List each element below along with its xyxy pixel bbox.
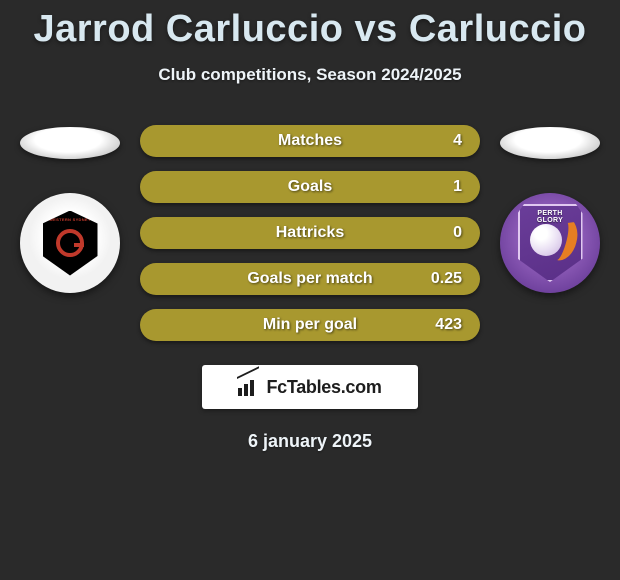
stat-bars: Matches 4 Goals 1 Hattricks 0 Goals per … (140, 125, 480, 341)
date-label: 6 january 2025 (0, 431, 620, 452)
page-title: Jarrod Carluccio vs Carluccio (0, 0, 620, 51)
stat-row-goals: Goals 1 (140, 171, 480, 203)
shield-icon: WESTERN SYDNEY (43, 211, 98, 276)
player-left-placeholder (20, 127, 120, 159)
stat-value: 423 (435, 316, 462, 334)
team-left-badge: WESTERN SYDNEY (20, 193, 120, 293)
stat-value: 1 (453, 178, 462, 196)
stat-value: 0 (453, 224, 462, 242)
stat-label: Min per goal (158, 316, 462, 334)
stat-value: 0.25 (431, 270, 462, 288)
stat-row-hattricks: Hattricks 0 (140, 217, 480, 249)
brand-attribution: FcTables.com (202, 365, 418, 409)
right-player-column: PERTHGLORY (500, 125, 600, 293)
stat-label: Goals per match (158, 270, 462, 288)
subtitle: Club competitions, Season 2024/2025 (0, 65, 620, 85)
stat-label: Goals (158, 178, 462, 196)
brand-label: FcTables.com (266, 377, 381, 398)
comparison-panel: WESTERN SYDNEY Matches 4 Goals 1 Hattric… (0, 125, 620, 341)
team-left-name: WESTERN SYDNEY (43, 217, 98, 222)
shield-icon: PERTHGLORY (518, 204, 583, 282)
stat-label: Hattricks (158, 224, 462, 242)
stat-label: Matches (158, 132, 462, 150)
team-right-badge: PERTHGLORY (500, 193, 600, 293)
stat-row-min-per-goal: Min per goal 423 (140, 309, 480, 341)
stat-row-goals-per-match: Goals per match 0.25 (140, 263, 480, 295)
stat-row-matches: Matches 4 (140, 125, 480, 157)
player-right-placeholder (500, 127, 600, 159)
stat-value: 4 (453, 132, 462, 150)
chart-icon (238, 378, 260, 396)
left-player-column: WESTERN SYDNEY (20, 125, 120, 293)
